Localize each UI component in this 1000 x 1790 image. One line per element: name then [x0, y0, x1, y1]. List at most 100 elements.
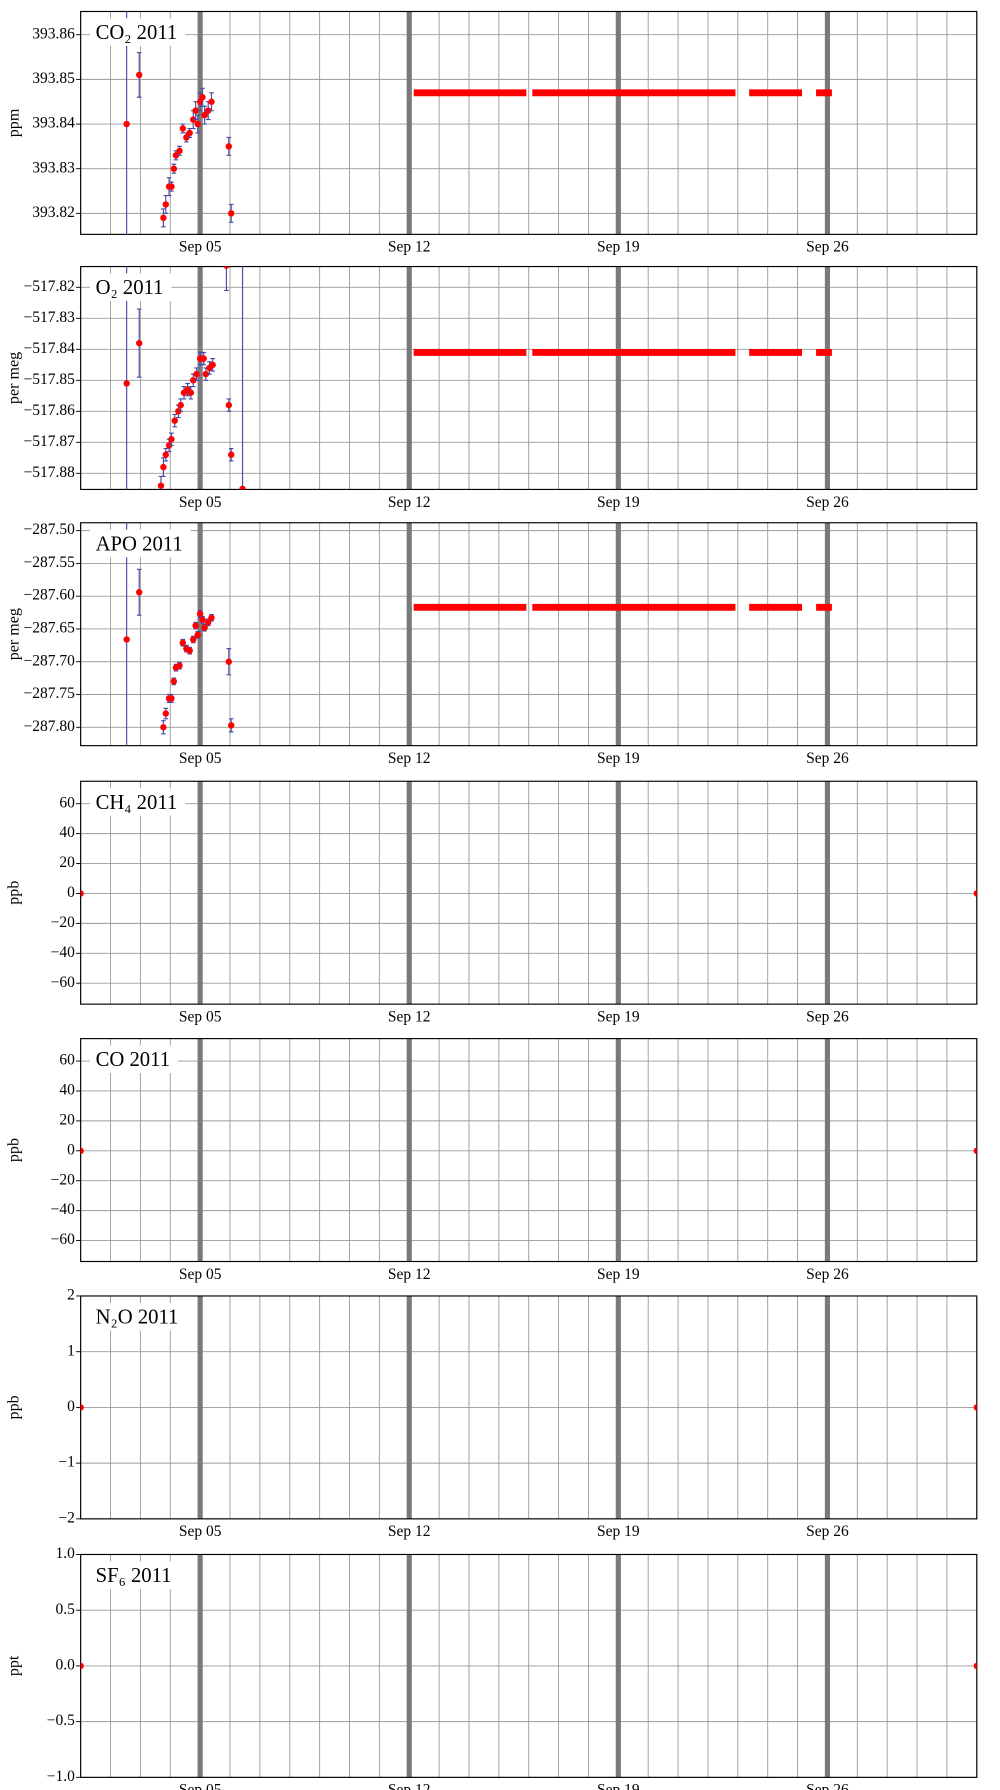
x-tick-label: Sep 26: [806, 1782, 849, 1790]
data-point: [162, 710, 169, 717]
data-point: [225, 401, 233, 409]
panel-title: CO₂ 2011: [96, 22, 178, 44]
y-tick-label: −517.86: [24, 402, 76, 419]
data-point: [176, 662, 183, 669]
y-axis-label: ppm: [6, 108, 23, 137]
title-background: [89, 1302, 187, 1331]
panel: 393.82 393.83 393.84 393.85 393.86 Sep 05 Sep …: [6, 10, 978, 256]
x-tick-label: Sep 05: [179, 239, 222, 256]
data-point: [80, 1404, 84, 1411]
x-tick-label: Sep 05: [179, 750, 222, 767]
y-tick-label: −287.80: [24, 718, 76, 735]
y-tick-label: −60: [51, 974, 75, 991]
data-point: [209, 361, 216, 369]
y-tick-label: 0: [67, 1141, 75, 1158]
data-point: [176, 147, 183, 155]
x-tick-label: Sep 19: [597, 1008, 640, 1025]
y-tick-label: −287.60: [24, 587, 76, 604]
y-axis-label: ppt: [6, 1655, 23, 1676]
y-tick-label: −1.0: [47, 1768, 75, 1785]
panel: −60 −40 −20 0 20 40 60 Sep 05 Sep 12 Sep 19 Sep 26…: [6, 1038, 978, 1283]
y-tick-label: −287.50: [24, 521, 76, 538]
x-tick-label: Sep 19: [597, 1523, 640, 1540]
data-point: [160, 463, 167, 471]
x-tick-label: Sep 05: [179, 1008, 222, 1025]
y-tick-label: 0.5: [56, 1601, 76, 1618]
data-point: [80, 1147, 84, 1155]
data-point: [177, 401, 184, 409]
panel-title: O₂ 2011: [96, 277, 164, 299]
data-point: [170, 165, 178, 172]
y-tick-label: −40: [51, 1201, 75, 1218]
y-tick-label: −287.65: [24, 620, 76, 637]
x-tick-label: Sep 19: [597, 494, 640, 511]
y-tick-label: 393.84: [32, 115, 75, 132]
x-tick-label: Sep 05: [179, 494, 222, 511]
y-axis-label: per meg: [6, 608, 23, 660]
y-tick-label: 60: [59, 1052, 75, 1069]
data-point: [973, 890, 977, 897]
data-point: [973, 1147, 977, 1155]
data-point: [168, 183, 175, 190]
y-tick-label: 20: [59, 854, 75, 871]
data-point: [80, 1662, 84, 1670]
x-tick-label: Sep 05: [179, 1782, 222, 1790]
x-tick-label: Sep 26: [806, 1266, 849, 1283]
data-point: [194, 631, 201, 639]
data-point: [199, 616, 206, 623]
y-tick-label: −2: [58, 1509, 75, 1526]
y-axis-label: ppb: [6, 881, 23, 905]
title-background: [89, 529, 191, 558]
y-tick-label: −1: [58, 1454, 75, 1471]
panel-title: CH₄ 2011: [96, 792, 178, 814]
x-tick-label: Sep 26: [806, 1523, 849, 1540]
y-tick-label: −0.5: [47, 1712, 75, 1729]
x-tick-label: Sep 26: [806, 750, 849, 767]
data-point: [202, 370, 210, 378]
data-point: [200, 355, 207, 362]
title-background: [89, 1561, 180, 1589]
y-tick-label: −20: [51, 914, 75, 931]
y-tick-label: 40: [59, 1082, 75, 1099]
y-tick-label: −287.55: [24, 554, 76, 571]
y-tick-label: 0: [67, 1398, 75, 1415]
data-point: [123, 120, 130, 128]
data-point: [208, 614, 215, 622]
x-tick-label: Sep 12: [388, 1523, 431, 1540]
data-point: [192, 107, 199, 114]
y-tick-label: 393.83: [32, 159, 75, 176]
x-tick-label: Sep 12: [388, 494, 431, 511]
data-point: [171, 417, 178, 424]
data-point: [973, 1404, 977, 1411]
data-point: [190, 377, 197, 384]
x-tick-label: Sep 19: [597, 1782, 640, 1790]
data-point: [162, 451, 169, 458]
y-tick-label: −517.85: [24, 371, 76, 388]
panel-title: CO 2011: [96, 1049, 170, 1071]
data-point: [196, 610, 204, 618]
x-tick-label: Sep 05: [179, 1523, 222, 1540]
data-point: [162, 201, 169, 208]
data-point: [187, 389, 195, 396]
panel-title: SF₆ 2011: [96, 1565, 172, 1587]
data-point: [168, 695, 175, 702]
data-point: [227, 451, 235, 458]
panel-title: APO 2011: [96, 533, 183, 555]
data-point: [239, 485, 246, 490]
x-tick-label: Sep 12: [388, 1782, 431, 1790]
data-layer: [80, 1404, 977, 1411]
y-axis-label: per meg: [6, 352, 23, 404]
title-background: [89, 18, 186, 46]
y-tick-label: 60: [59, 794, 75, 811]
data-point: [186, 647, 193, 654]
x-tick-label: Sep 26: [806, 239, 849, 256]
data-point: [160, 724, 167, 731]
y-tick-label: −517.88: [24, 464, 76, 481]
plot-frame: [80, 522, 978, 747]
data-point: [80, 890, 84, 897]
data-layer: [80, 1147, 977, 1155]
y-tick-label: 1: [67, 1342, 75, 1359]
x-tick-label: Sep 26: [806, 494, 849, 511]
data-point: [175, 408, 182, 415]
